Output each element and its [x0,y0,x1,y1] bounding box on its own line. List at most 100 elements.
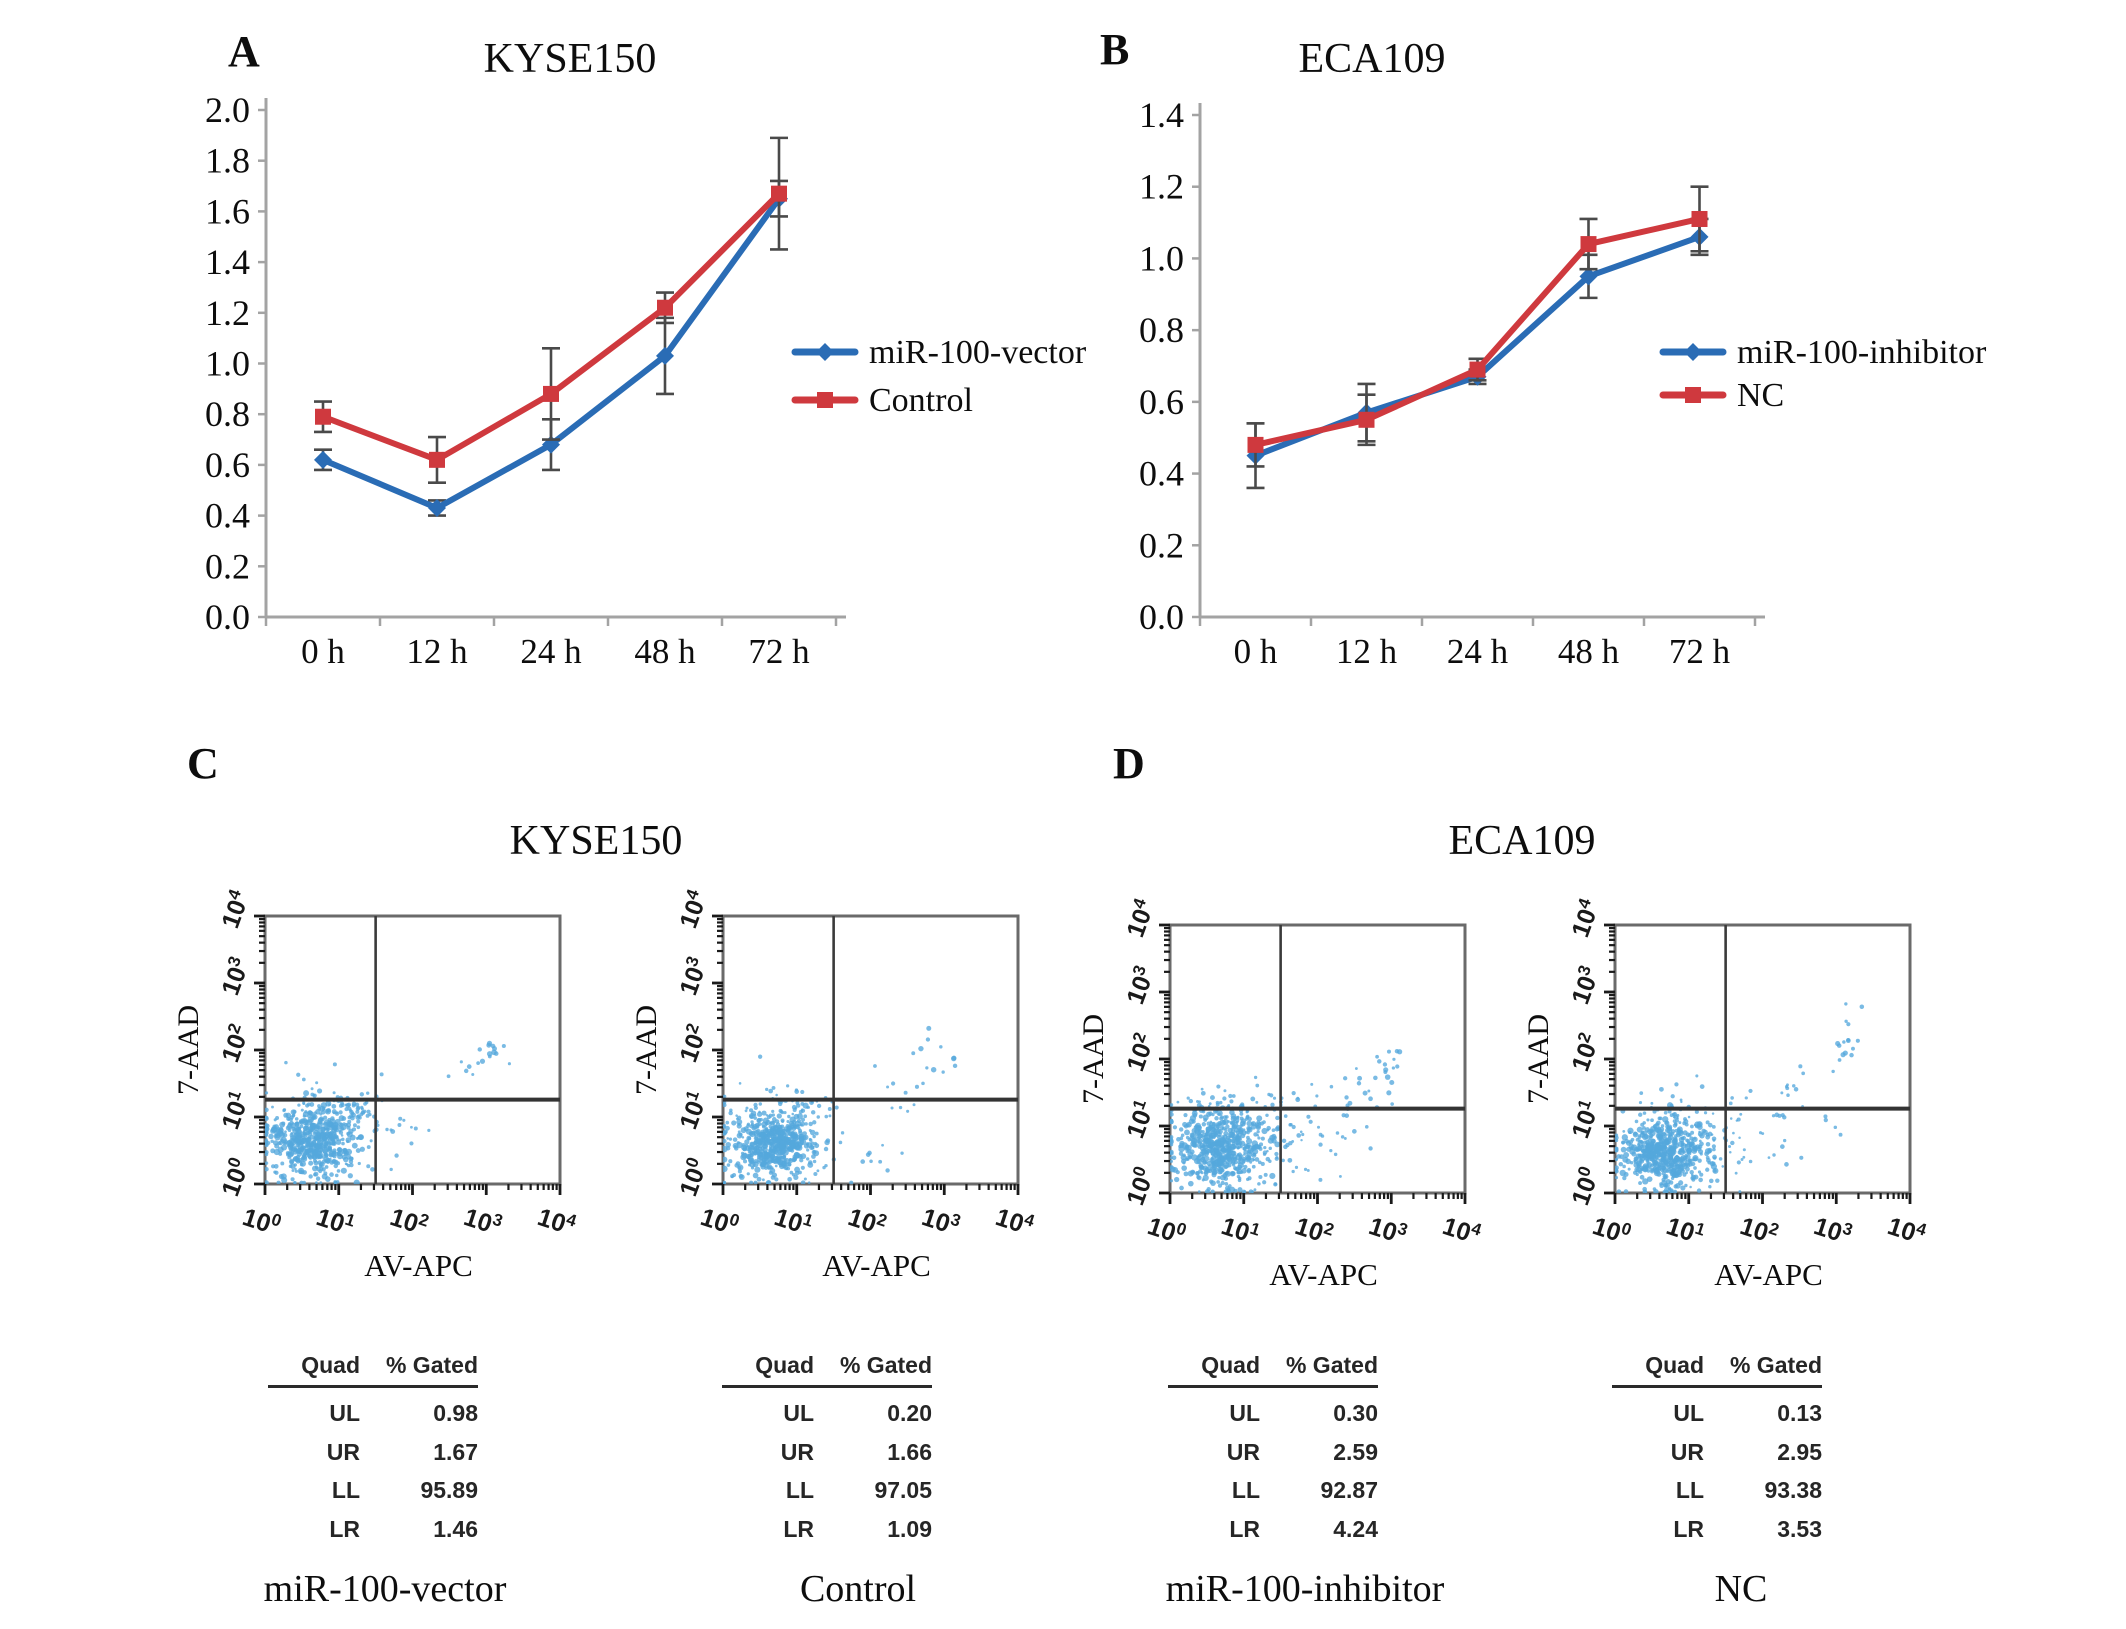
svg-text:0.2: 0.2 [205,546,250,586]
value-cell: 0.13 [1777,1400,1822,1427]
panel-b-label: B [1100,25,1130,74]
quad-cell: UL [329,1400,360,1427]
svg-text:101: 101 [1663,1210,1708,1250]
value-cell: 4.24 [1333,1515,1378,1542]
quad-table-mir100-vector: Quad % Gated UL 0.98 UR 1.67 LL 95.89 LR 1.4… [268,1352,478,1542]
value-cell: 2.59 [1333,1438,1378,1465]
svg-text:101: 101 [1564,1097,1605,1142]
svg-text:104: 104 [1884,1210,1929,1250]
table-row: LL 97.05 [722,1477,932,1503]
panel-b-chart-title: ECA109 [1298,36,1446,82]
quad-cell: LR [783,1515,814,1542]
value-cell: 1.46 [433,1515,478,1542]
svg-text:AV-APC: AV-APC [364,1248,473,1283]
svg-text:102: 102 [1119,1030,1160,1075]
quad-cell: UL [1229,1400,1260,1427]
svg-text:102: 102 [1564,1030,1605,1075]
svg-text:102: 102 [1292,1210,1337,1250]
svg-text:104: 104 [214,886,255,932]
table-row: LR 1.46 [268,1516,478,1542]
value-cell: 1.09 [887,1515,932,1542]
table-row: UR 2.95 [1612,1439,1822,1465]
quad-cell: LL [1675,1477,1704,1504]
quad-table-header: Quad % Gated [722,1352,932,1389]
flow-plot-control: 100 101 102 103 104 100 101 102 103 104 AV-APC 7-AA… [630,886,1037,1283]
value-cell: 92.87 [1320,1477,1378,1504]
table-row: UL 0.13 [1612,1400,1822,1426]
quad-header-label: Quad [301,1352,360,1378]
svg-text:103: 103 [1365,1210,1410,1250]
svg-text:0 h: 0 h [301,632,345,671]
svg-text:102: 102 [1737,1210,1782,1250]
svg-text:miR-100-inhibitor: miR-100-inhibitor [1737,334,1987,371]
svg-text:24 h: 24 h [1447,632,1509,671]
table-row: LL 93.38 [1612,1477,1822,1503]
svg-text:12 h: 12 h [406,632,468,671]
quad-cell: UR [780,1438,814,1465]
caption-control: Control [799,1568,917,1610]
quad-cell: UR [326,1438,360,1465]
svg-text:7-AAD: 7-AAD [172,1005,205,1095]
svg-text:102: 102 [214,1021,255,1066]
svg-text:1.2: 1.2 [205,293,250,333]
quad-cell: LL [785,1477,814,1504]
svg-text:0.2: 0.2 [1139,525,1184,565]
quad-table-mir100-inhibitor: Quad % Gated UL 0.30 UR 2.59 LL 92.87 LR 4.2… [1168,1352,1378,1542]
value-cell: 0.98 [433,1400,478,1427]
table-row: LR 4.24 [1168,1516,1378,1542]
svg-text:48 h: 48 h [1558,632,1620,671]
value-cell: 0.30 [1333,1400,1378,1427]
value-cell: 3.53 [1777,1515,1822,1542]
quad-table-nc: Quad % Gated UL 0.13 UR 2.95 LL 93.38 LR 3.5… [1612,1352,1822,1542]
kyse150-proliferation-line-chart: 0.0 0.2 0.4 0.6 0.8 1.0 1.2 1.4 1.6 1.8 2.0 0 h 12 h… [205,90,1087,671]
svg-text:103: 103 [918,1201,963,1241]
value-cell: 1.66 [887,1438,932,1465]
svg-text:102: 102 [845,1201,890,1241]
svg-text:0.8: 0.8 [1139,310,1184,350]
value-cell: 95.89 [420,1477,478,1504]
svg-text:101: 101 [313,1201,358,1241]
svg-text:1.0: 1.0 [1139,238,1184,278]
svg-text:100: 100 [239,1201,284,1241]
svg-text:AV-APC: AV-APC [1269,1257,1378,1292]
svg-text:2.0: 2.0 [205,90,250,130]
svg-text:12 h: 12 h [1336,632,1398,671]
table-row: UL 0.20 [722,1400,932,1426]
svg-text:1.4: 1.4 [1139,95,1184,135]
svg-text:104: 104 [534,1201,579,1241]
svg-text:100: 100 [214,1155,255,1200]
value-cell: 93.38 [1764,1477,1822,1504]
table-row: UL 0.98 [268,1400,478,1426]
svg-text:1.0: 1.0 [205,344,250,384]
quad-cell: LR [329,1515,360,1542]
panel-d-label: D [1113,739,1145,788]
quad-cell: LR [1673,1515,1704,1542]
quad-header-label: Quad [1201,1352,1260,1378]
svg-text:AV-APC: AV-APC [1714,1257,1823,1292]
svg-text:103: 103 [1564,963,1605,1008]
flow-plot-mir100-vector: 100 101 102 103 104 100 101 102 103 104 AV-APC 7-AA… [172,886,579,1283]
svg-text:1.8: 1.8 [205,141,250,181]
svg-text:7-AAD: 7-AAD [1077,1014,1110,1104]
svg-text:miR-100-vector: miR-100-vector [869,334,1087,371]
quad-header-label: Quad [1645,1352,1704,1378]
svg-text:0 h: 0 h [1234,632,1278,671]
svg-text:100: 100 [672,1155,713,1200]
flow-plot-mir100-inhibitor: 100 101 102 103 104 100 101 102 103 104 AV-APC 7-AA… [1077,895,1484,1292]
flow-plot-nc: 100 101 102 103 104 100 101 102 103 104 AV-APC 7-AA… [1522,895,1929,1292]
table-row: UR 1.66 [722,1439,932,1465]
svg-text:103: 103 [672,954,713,999]
caption-mir100-inhibitor: miR-100-inhibitor [1165,1568,1445,1610]
table-row: LR 3.53 [1612,1516,1822,1542]
svg-text:0.0: 0.0 [205,597,250,637]
svg-text:24 h: 24 h [520,632,582,671]
svg-text:48 h: 48 h [634,632,696,671]
svg-text:103: 103 [1810,1210,1855,1250]
panel-d-title: ECA109 [1448,818,1596,864]
svg-text:0.8: 0.8 [205,394,250,434]
svg-text:101: 101 [771,1201,816,1241]
svg-text:7-AAD: 7-AAD [1522,1014,1555,1104]
quad-cell: UR [1226,1438,1260,1465]
svg-text:72 h: 72 h [1669,632,1731,671]
svg-text:101: 101 [672,1088,713,1133]
